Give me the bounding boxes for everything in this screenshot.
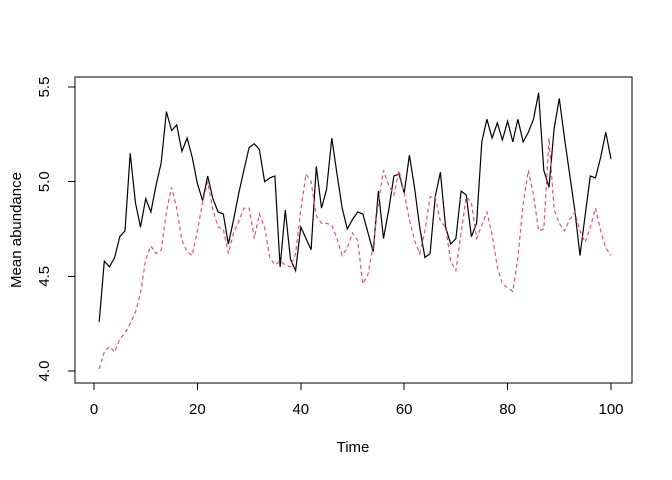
- x-axis-ticks: 0 20 40 60 80 100: [90, 383, 624, 418]
- y-tick-label: 4.0: [36, 361, 53, 382]
- x-axis-title: Time: [337, 439, 370, 456]
- y-tick-label: 4.5: [36, 266, 53, 287]
- y-axis-ticks: 4.0 4.5 5.0 5.5: [36, 77, 75, 382]
- x-tick-label: 60: [396, 401, 413, 418]
- y-axis-title: Mean abundance: [8, 172, 25, 288]
- series-1-black-solid-line: [98, 92, 612, 322]
- y-tick-label: 5.5: [36, 77, 53, 98]
- series-2-red-dashed-line: [98, 138, 612, 370]
- series-lines: [98, 92, 612, 370]
- x-tick-label: 20: [189, 401, 206, 418]
- x-tick-label: 100: [598, 401, 623, 418]
- x-tick-label: 0: [90, 401, 98, 418]
- x-tick-label: 80: [499, 401, 516, 418]
- plot-box: [74, 76, 633, 384]
- y-tick-label: 5.0: [36, 171, 53, 192]
- x-tick-label: 40: [292, 401, 309, 418]
